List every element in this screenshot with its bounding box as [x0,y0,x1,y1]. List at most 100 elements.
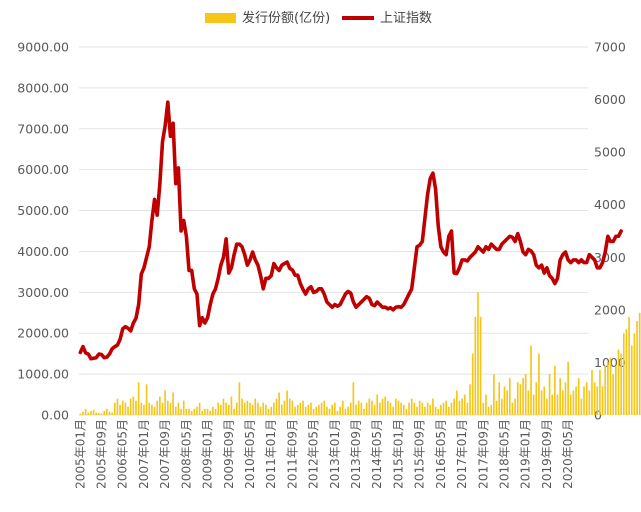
bar [307,404,310,415]
bar [196,406,198,415]
x-tick-label: 2015年01月 [391,419,405,489]
bar [164,390,166,415]
bar [193,408,196,415]
bar [625,329,628,415]
bar [323,400,326,415]
legend-bar-swatch [205,13,236,23]
bar [373,404,376,415]
bar [575,386,577,415]
bar [177,402,180,415]
bar [615,365,617,415]
bar [434,406,437,415]
x-tick-label: 2011年09月 [285,419,299,489]
bar [230,396,233,415]
right-tick-label: 7000 [594,40,626,55]
bar [622,333,625,415]
bar [113,402,116,415]
bar [612,374,615,415]
bar [310,402,312,415]
bar [450,402,453,415]
bar [304,406,307,415]
right-tick-label: 3000 [594,250,626,265]
x-tick-label: 2006年05月 [116,419,130,489]
bar [522,378,524,415]
bar [349,402,352,415]
bar [532,394,535,415]
bar [432,398,434,415]
left-tick-label: 1000.00 [17,367,69,382]
bar [124,402,127,415]
bar [485,394,487,415]
left-tick-label: 5000.00 [17,203,69,218]
left-tick-label: 7000.00 [17,121,69,136]
bar [318,404,320,415]
bar [217,402,220,415]
bar [424,406,426,415]
left-tick-label: 4000.00 [17,244,69,259]
bar [551,394,554,415]
bar [561,390,564,415]
bar [92,410,95,415]
bar [238,382,241,415]
bar [182,400,185,415]
bar [599,370,601,415]
legend: 发行份额(亿份) 上证指数 [205,10,432,26]
bar [416,406,418,415]
bar [572,390,575,415]
bar [458,400,461,415]
bar [280,404,283,415]
bar [204,408,206,415]
bar [442,402,445,415]
x-tick-label: 2013年01月 [328,419,342,489]
bar [400,402,402,415]
left-tick-label: 2000.00 [17,326,69,341]
bar [617,349,620,415]
bar [357,400,360,415]
bar [455,390,458,415]
bar [198,402,201,415]
bar [161,402,164,415]
bar [166,400,169,415]
bar [638,312,641,415]
bar [336,410,339,415]
bar [344,408,347,415]
bar [524,374,527,415]
bar [220,404,222,415]
bar [604,365,607,415]
left-tick-label: 6000.00 [17,162,69,177]
bar [331,404,333,415]
bar [185,408,188,415]
bar [84,408,87,415]
bar [347,406,349,415]
bar [429,404,432,415]
bar [212,406,214,415]
bar [225,402,227,415]
bar [540,390,543,415]
bar [628,316,630,415]
x-tick-label: 2017年01月 [455,419,469,489]
bar [90,410,92,415]
bar [461,398,463,415]
line-path [78,100,623,361]
right-tick-label: 5000 [594,145,626,160]
bar [514,398,516,415]
x-tick-label: 2019年01月 [519,419,533,489]
bar [384,396,387,415]
bar [583,386,585,415]
x-tick-label: 2009年01月 [201,419,215,489]
left-tick-label: 0.00 [41,408,69,423]
bar [169,402,172,415]
right-tick-label: 2000 [594,302,626,317]
bar [601,386,604,415]
bar [530,345,532,415]
bar [593,382,596,415]
bar [477,292,479,415]
line-series [78,100,623,361]
bar [519,384,522,415]
bar [506,390,508,415]
bar [360,402,363,415]
x-tick-label: 2015年09月 [413,419,427,489]
x-tick-label: 2017年09月 [476,419,490,489]
bar [368,398,371,415]
bar [259,406,262,415]
